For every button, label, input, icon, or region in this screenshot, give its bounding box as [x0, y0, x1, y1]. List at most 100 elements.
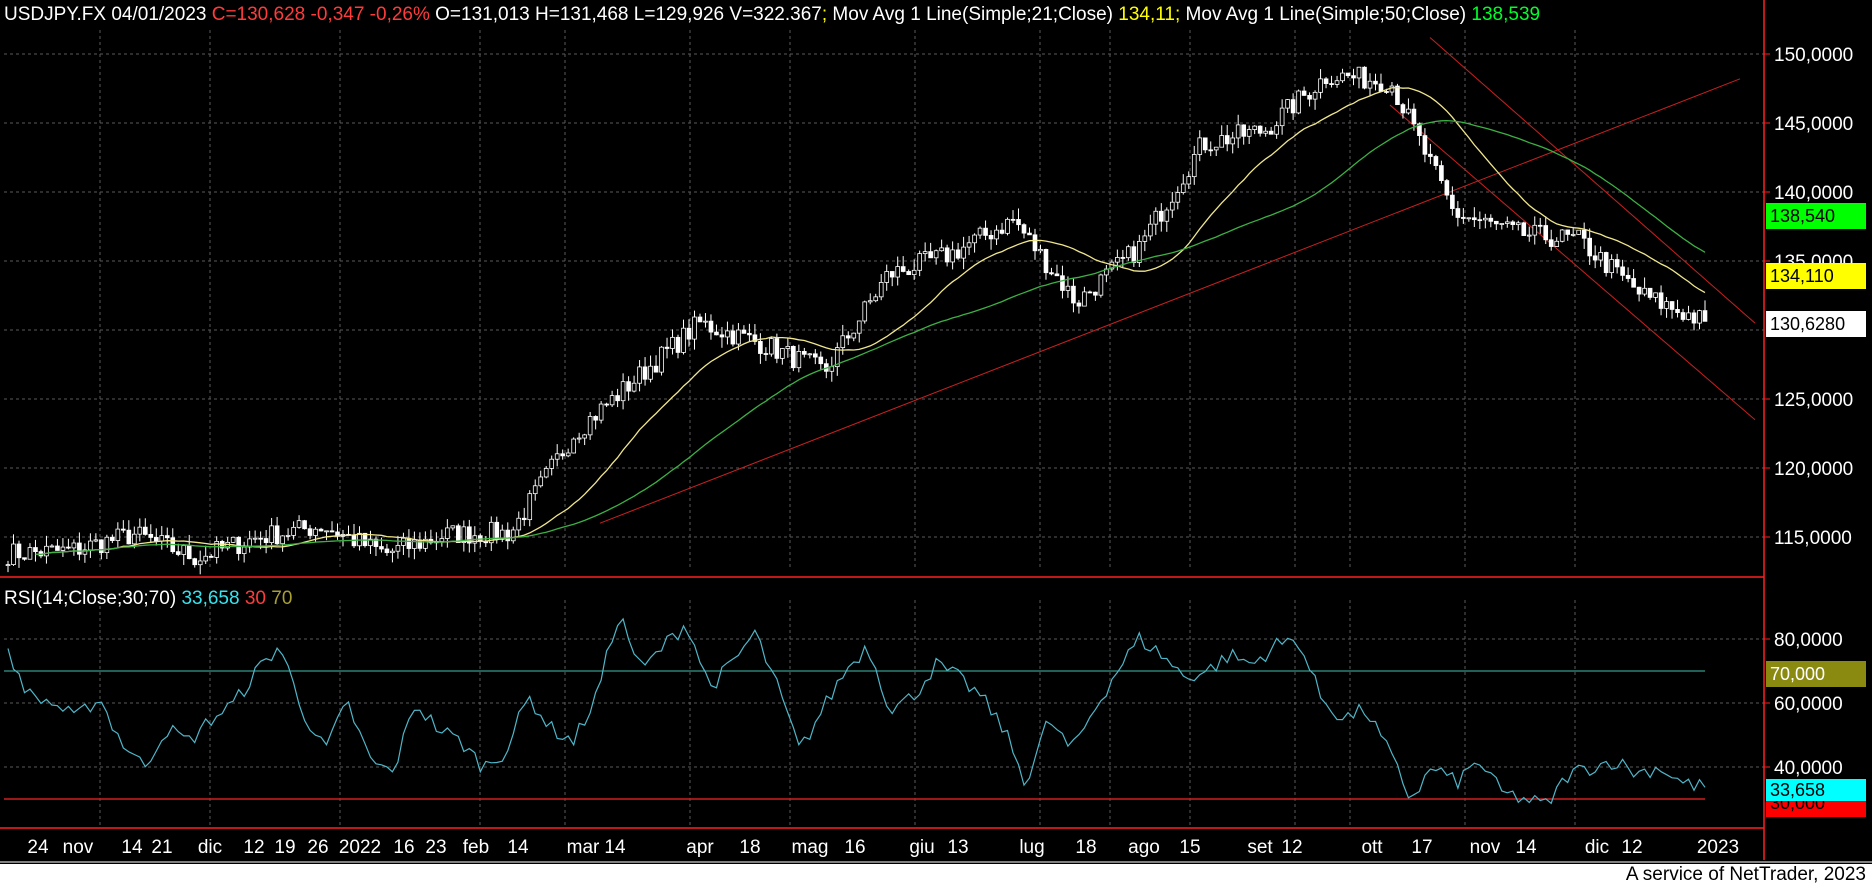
candle-body [1658, 292, 1664, 309]
x-tick-label: 23 [425, 837, 446, 858]
candle-body [258, 537, 263, 540]
candle-body [1686, 312, 1691, 320]
candle-body [620, 381, 626, 402]
candle-body [1428, 153, 1433, 157]
candle-body [1329, 83, 1334, 85]
candle-body [197, 560, 203, 566]
candle-body [565, 452, 571, 457]
candle-body [153, 537, 159, 542]
rsi-value: 33,658 [181, 588, 240, 609]
candle-body [285, 535, 291, 537]
candle-body [247, 538, 252, 548]
candle-body [758, 341, 763, 354]
candle-body [1241, 124, 1246, 137]
candle-body [49, 545, 55, 548]
x-tick-label: 21 [151, 837, 172, 858]
candle-body [928, 251, 933, 259]
candle-body [598, 403, 604, 421]
x-tick-label: 2022 [339, 837, 381, 858]
candle-body [82, 549, 88, 555]
candle-body [1323, 78, 1329, 84]
x-tick-label: ott [1361, 837, 1383, 858]
candle-body [873, 296, 879, 302]
candle-body [1636, 286, 1642, 295]
candle-body [1043, 249, 1049, 274]
candle-body [714, 331, 719, 336]
candle-body [203, 555, 209, 562]
candle-body [159, 535, 165, 542]
candle-body [1318, 78, 1323, 93]
x-tick-label: 12 [1281, 837, 1302, 858]
candle-body [889, 271, 895, 278]
candle-body [241, 546, 247, 554]
candle-body [686, 327, 692, 340]
candle-body [681, 327, 686, 353]
candle-body [955, 249, 961, 259]
candle-body [780, 348, 785, 359]
ma21-line [35, 86, 1706, 556]
trendline-channel-top [1429, 37, 1756, 324]
x-tick-label: 14 [604, 837, 626, 858]
x-tick-label: 12 [243, 837, 264, 858]
candle-body [1312, 91, 1318, 100]
candle-body [697, 316, 703, 323]
candle-body [736, 329, 741, 345]
rsi-label: RSI(14;Close;30;70) [4, 588, 177, 609]
candle-body [324, 530, 329, 533]
candle-body [1202, 137, 1208, 151]
candle-body [675, 336, 681, 353]
candle-body [1334, 80, 1340, 85]
ma21-badge: 134,110 [1766, 263, 1866, 289]
low-value: L=129,926 [633, 4, 725, 25]
candle-body [1554, 240, 1560, 247]
candle-body [796, 351, 802, 369]
candle-body [917, 253, 922, 271]
candle-body [1367, 80, 1373, 89]
x-tick-label: 14 [1515, 837, 1537, 858]
candle-body [1021, 224, 1027, 234]
candle-body [11, 543, 16, 565]
x-tick-label: mar [567, 837, 600, 858]
candle-body [582, 434, 587, 439]
candle-body [834, 347, 840, 368]
candle-body [27, 547, 33, 560]
candle-body [296, 520, 302, 528]
price-header: USDJPY.FX 04/01/2023 C=130,628 -0,347 -0… [4, 4, 1541, 25]
candle-body [527, 493, 533, 521]
candle-body [1680, 312, 1686, 320]
candle-body [456, 525, 461, 543]
candle-body [390, 550, 395, 554]
candle-body [747, 332, 752, 336]
candle-body [944, 247, 950, 263]
x-tick-label: set [1247, 837, 1273, 858]
candle-body [1131, 246, 1137, 263]
candle-body [461, 526, 467, 543]
candle-body [1213, 146, 1219, 151]
candle-body [450, 525, 456, 529]
candle-body [1598, 252, 1603, 261]
candle-body [911, 269, 917, 276]
candle-body [379, 546, 384, 550]
x-tick-label: 12 [1621, 837, 1642, 858]
candle-body [1614, 259, 1620, 268]
candle-body [1592, 255, 1598, 261]
footer: A service of NetTrader, 2023 [1625, 864, 1866, 885]
candle-body [1373, 80, 1378, 85]
moving-averages [35, 86, 1706, 556]
symbol: USDJPY.FX [4, 4, 107, 25]
candle-body [774, 338, 780, 359]
candle-body [1565, 229, 1571, 235]
candle-body [769, 338, 774, 355]
x-tick-label: 2023 [1697, 837, 1739, 858]
x-tick-label: giu [909, 837, 934, 858]
candle-body [1340, 72, 1345, 82]
candle-body [1148, 223, 1153, 237]
x-tick-label: apr [686, 837, 714, 858]
x-tick-label: nov [1470, 837, 1501, 858]
candle-body [1384, 91, 1389, 93]
candle-body [812, 353, 818, 358]
candle-body [1071, 285, 1076, 304]
candle-body [1137, 241, 1142, 263]
candle-body [302, 520, 307, 530]
candle-body [384, 548, 390, 554]
